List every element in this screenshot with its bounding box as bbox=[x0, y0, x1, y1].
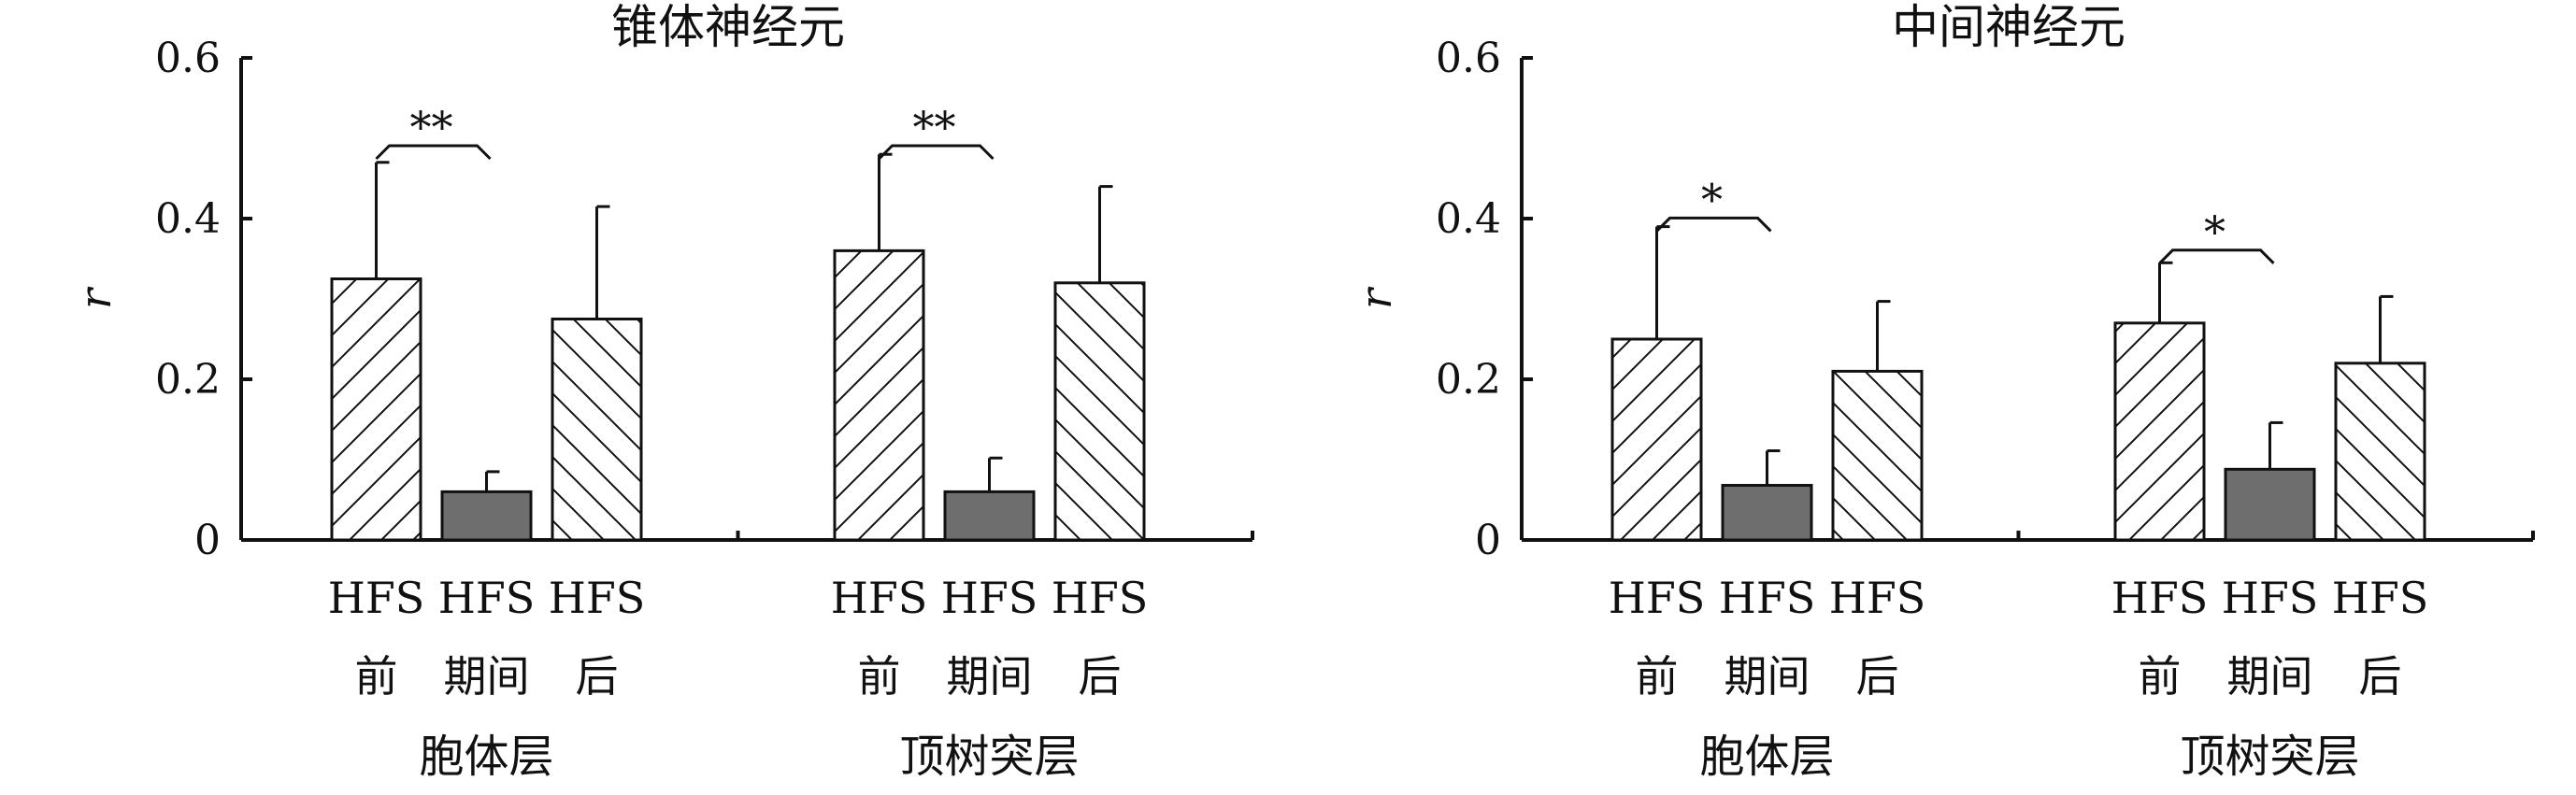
chart2-group2-cat-line2-1: 前 bbox=[2139, 651, 2182, 702]
chart2-group1-cat-line1-1: HFS bbox=[1609, 573, 1706, 623]
chart1-group2-cat-line1-1: HFS bbox=[831, 573, 928, 623]
chart2-group2-bar-3 bbox=[2334, 362, 2426, 542]
chart1-group2-bar-2 bbox=[943, 490, 1036, 542]
chart1-group1-cat-line1-1: HFS bbox=[328, 573, 425, 623]
chart2-group1-cat-line2-2: 期间 bbox=[1724, 651, 1810, 702]
chart1-group1-cat-line1-2: HFS bbox=[438, 573, 536, 623]
chart1-y-label: r bbox=[70, 286, 121, 309]
chart2-group2-sig-label: * bbox=[2204, 206, 2225, 257]
chart2-group2-bar-1 bbox=[2113, 321, 2206, 542]
chart2-group2-cat-line1-3: HFS bbox=[2332, 573, 2429, 623]
chart1-group2-cat-line1-2: HFS bbox=[941, 573, 1038, 623]
chart1-group1-bar-3 bbox=[551, 318, 643, 542]
chart1-group1-sig-bracket bbox=[375, 144, 492, 161]
chart2-title: 中间神经元 bbox=[1892, 0, 2125, 54]
chart1-group2-bar-3 bbox=[1053, 281, 1146, 542]
chart2-y-tick-label-3: 0.6 bbox=[1436, 35, 1501, 82]
chart2-y-label: r bbox=[1351, 286, 1401, 309]
chart2-group1-bar-1 bbox=[1610, 337, 1703, 542]
chart1-y-tick-label-3: 0.6 bbox=[155, 35, 221, 82]
chart1-y-tick-label-0: 0 bbox=[194, 517, 221, 564]
chart2-group2-cat-line1-2: HFS bbox=[2222, 573, 2319, 623]
chart1-group2-sig-bracket bbox=[878, 144, 995, 161]
chart2-group2-label: 顶树突层 bbox=[2180, 731, 2359, 783]
chart1-group1-cat-line2-3: 后 bbox=[576, 651, 619, 702]
chart1-group1-label: 胞体层 bbox=[419, 731, 553, 783]
chart2-y-tick-label-1: 0.2 bbox=[1436, 356, 1501, 404]
chart1-group1-cat-line1-3: HFS bbox=[549, 573, 646, 623]
chart2-group2-sig-bracket bbox=[2158, 248, 2275, 264]
chart1-group1-bar-1 bbox=[330, 277, 422, 542]
chart1-y-tick-label-1: 0.2 bbox=[155, 356, 221, 404]
chart1-group1-bar-2 bbox=[440, 490, 533, 542]
chart1-group2-cat-line2-1: 前 bbox=[858, 651, 901, 702]
chart1-y-tick-label-2: 0.4 bbox=[155, 195, 221, 243]
chart2-group2-cat-line2-2: 期间 bbox=[2227, 651, 2313, 702]
chart2-y-tick-label-0: 0 bbox=[1475, 517, 1501, 564]
chart2-group2-cat-line2-3: 后 bbox=[2359, 651, 2402, 702]
chart2-y-tick-label-2: 0.4 bbox=[1436, 195, 1501, 243]
chart2-group1-cat-line2-3: 后 bbox=[1856, 651, 1899, 702]
chart1-group2-bar-1 bbox=[833, 248, 925, 542]
chart2-group1-bar-2 bbox=[1721, 484, 1813, 542]
chart2-group2-cat-line1-1: HFS bbox=[2111, 573, 2209, 623]
chart2-group1-sig-label: * bbox=[1701, 174, 1723, 224]
chart1-group1-cat-line2-1: 前 bbox=[355, 651, 398, 702]
chart1-title: 锥体神经元 bbox=[611, 0, 845, 54]
chart1-group2-sig-label: ** bbox=[913, 102, 956, 152]
chart1-group1-sig-label: ** bbox=[410, 102, 453, 152]
chart1-group2-label: 顶树突层 bbox=[899, 731, 1079, 783]
chart1-group2-cat-line1-3: HFS bbox=[1052, 573, 1149, 623]
chart1-group2-cat-line2-3: 后 bbox=[1079, 651, 1122, 702]
chart1-group1-cat-line2-2: 期间 bbox=[444, 651, 530, 702]
chart2-group1-cat-line1-3: HFS bbox=[1829, 573, 1926, 623]
chart2-group1-cat-line2-1: 前 bbox=[1636, 651, 1679, 702]
chart2-group1-label: 胞体层 bbox=[1699, 731, 1834, 783]
chart2-group1-sig-bracket bbox=[1655, 216, 1772, 233]
chart1-group2-cat-line2-2: 期间 bbox=[947, 651, 1033, 702]
chart2-group1-bar-3 bbox=[1831, 369, 1924, 542]
chart2-group2-bar-2 bbox=[2224, 467, 2316, 542]
chart2-group1-cat-line1-2: HFS bbox=[1719, 573, 1816, 623]
